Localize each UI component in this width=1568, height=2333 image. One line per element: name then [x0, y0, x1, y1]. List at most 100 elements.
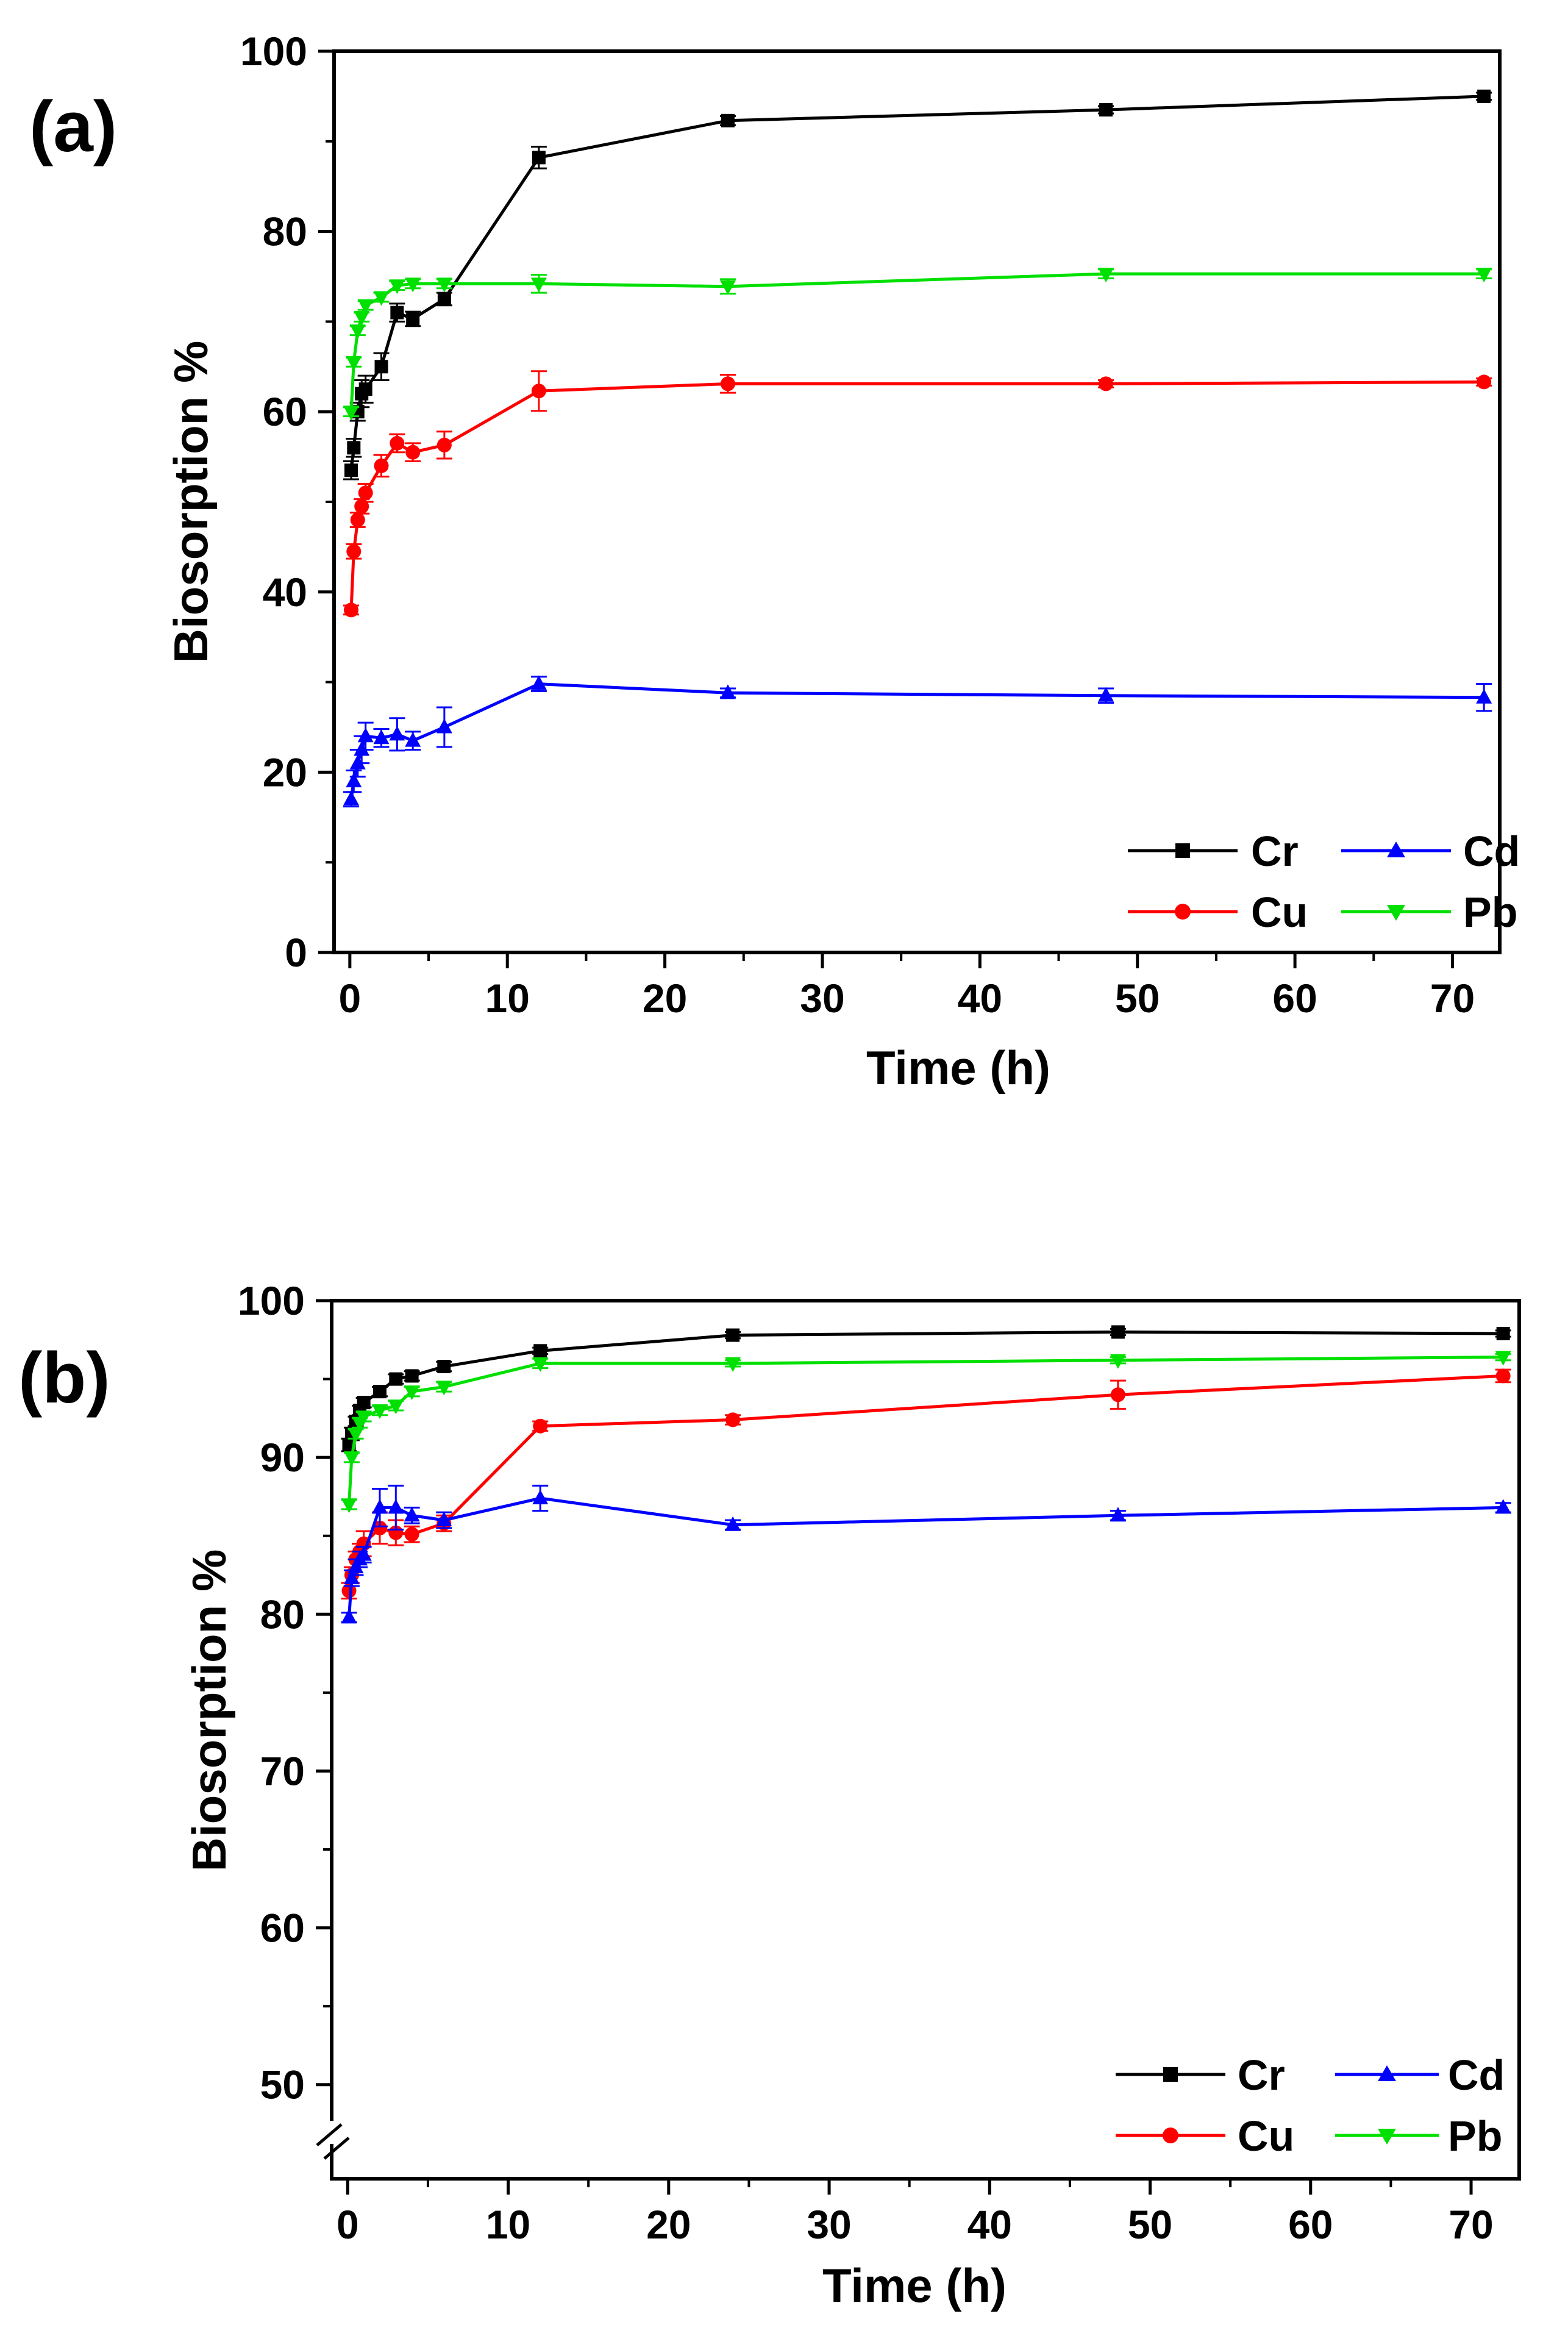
- data-point-pb-a: [1476, 268, 1492, 283]
- x-tick-label-a: 20: [643, 976, 687, 1021]
- data-point-cd-a: [719, 684, 736, 699]
- data-point-pb-a: [405, 277, 421, 293]
- panel-label-a: (a): [29, 87, 117, 167]
- y-tick-label-a: 100: [240, 29, 307, 74]
- legend-entry-cu-b: Cu: [1116, 2112, 1294, 2160]
- data-point-cu-b: [725, 1412, 741, 1427]
- x-tick-label-a: 40: [958, 976, 1002, 1021]
- series-line-cu-a: [349, 380, 1484, 610]
- data-point-cd-a: [389, 726, 405, 741]
- series-line-pb-a: [349, 272, 1484, 412]
- data-point-cd-b: [355, 1546, 372, 1561]
- data-point-cu-a: [1477, 374, 1492, 390]
- data-point-cr-b: [1496, 1327, 1510, 1340]
- data-point-cd-a: [436, 718, 452, 734]
- data-point-cr-a: [390, 305, 404, 320]
- x-tick-label-b: 20: [646, 2202, 691, 2247]
- data-point-cr-a: [437, 292, 451, 306]
- plot-frame-b: [330, 1299, 1521, 2181]
- series-line-cd-a: [349, 682, 1484, 800]
- data-point-pb-a: [343, 406, 359, 421]
- data-point-cu-a: [350, 512, 365, 527]
- data-point-cu-a: [346, 544, 362, 559]
- data-point-cd-a: [1476, 688, 1492, 704]
- series-cu-b: [341, 1368, 1511, 1600]
- data-point-pb-a: [530, 277, 547, 293]
- series-line-cr-b: [347, 1330, 1503, 1446]
- data-point-pb-b: [725, 1357, 741, 1372]
- data-point-cu-a: [405, 445, 421, 460]
- legend-label-cr-b: Cr: [1238, 2051, 1285, 2099]
- data-point-cd-a: [346, 773, 362, 788]
- data-point-cd-b: [725, 1516, 741, 1531]
- data-point-cd-b: [371, 1499, 388, 1514]
- series-group-b: [341, 1325, 1511, 1624]
- data-point-pb-b: [371, 1404, 388, 1419]
- data-point-cu-b: [1110, 1387, 1125, 1402]
- axis-break-slash-1: [316, 2123, 343, 2146]
- x-tick-label-b: 40: [968, 2202, 1012, 2247]
- x-tick-label-b: 60: [1288, 2202, 1333, 2247]
- x-tick-label-b: 0: [337, 2202, 359, 2247]
- data-point-pb-a: [373, 291, 390, 306]
- data-point-cr-a: [532, 151, 546, 165]
- data-point-cr-a: [358, 382, 372, 396]
- legend-marker-pb-b: [1378, 2129, 1396, 2145]
- data-point-pb-a: [389, 279, 405, 295]
- panel-label-b: (b): [18, 1338, 110, 1418]
- data-point-cr-b: [389, 1372, 403, 1386]
- data-point-cr-b: [357, 1396, 371, 1410]
- y-tick-label-b: 50: [260, 2062, 305, 2107]
- legend-label-cu-a: Cu: [1251, 888, 1308, 936]
- data-point-cu-a: [437, 437, 452, 452]
- data-point-pb-b: [355, 1410, 372, 1426]
- y-tick-label-b: 90: [260, 1435, 305, 1480]
- y-tick-label-a: 0: [285, 930, 307, 975]
- data-point-cu-a: [720, 376, 735, 391]
- legend-label-cd-b: Cd: [1448, 2051, 1505, 2099]
- series-pb-a: [343, 268, 1492, 421]
- x-tick-label-a: 70: [1430, 976, 1475, 1021]
- data-point-cd-a: [405, 732, 421, 747]
- data-point-cr-a: [1477, 89, 1491, 103]
- data-point-pb-b: [1495, 1351, 1511, 1366]
- legend-b: Cr Cd Cu Pb: [1116, 2051, 1505, 2160]
- series-group-a: [343, 89, 1492, 808]
- y-tick-label-a: 60: [263, 389, 307, 434]
- legend-marker-cu-a: [1175, 904, 1191, 920]
- y-axis-a: 0 20 40 60 80 100: [240, 29, 334, 975]
- data-point-cr-a: [347, 441, 361, 455]
- data-point-cu-a: [343, 602, 358, 618]
- data-point-cr-a: [1099, 103, 1113, 117]
- data-point-cr-b: [1111, 1325, 1125, 1339]
- legend-entry-pb-b: Pb: [1335, 2112, 1502, 2160]
- legend-label-cd-a: Cd: [1463, 827, 1520, 875]
- data-point-pb-b: [341, 1498, 357, 1513]
- y-tick-label-a: 20: [263, 749, 307, 795]
- panel-b: (b) 0 10 20 30 40 50 60 70 50 60 70 80 90 100 Time (…: [18, 1278, 1521, 2312]
- data-point-pb-b: [1110, 1354, 1126, 1369]
- x-tick-label-a: 0: [338, 976, 361, 1021]
- x-tick-label-a: 10: [485, 976, 530, 1021]
- data-point-cr-b: [405, 1369, 419, 1383]
- data-point-cr-a: [406, 312, 420, 326]
- data-point-pb-b: [388, 1399, 404, 1415]
- data-point-pb-b: [343, 1451, 360, 1467]
- series-pb-b: [341, 1351, 1511, 1513]
- x-tick-label-b: 10: [486, 2202, 530, 2247]
- data-point-cd-a: [354, 741, 370, 756]
- data-point-pb-a: [357, 299, 374, 314]
- legend-label-pb-a: Pb: [1463, 888, 1517, 936]
- series-cr-b: [341, 1325, 1511, 1452]
- x-tick-label-b: 50: [1128, 2202, 1172, 2247]
- legend-a: Cr Cd Cu Pb: [1128, 827, 1520, 936]
- data-point-cd-a: [343, 790, 359, 806]
- axis-break-slash-2: [323, 2137, 350, 2160]
- data-point-cu-b: [533, 1418, 548, 1434]
- data-point-pb-b: [436, 1381, 452, 1396]
- legend-entry-cd-a: Cd: [1341, 827, 1520, 875]
- legend-label-cu-b: Cu: [1238, 2112, 1294, 2160]
- data-point-cd-a: [349, 754, 366, 770]
- legend-label-cr-a: Cr: [1251, 827, 1299, 875]
- x-tick-label-a: 30: [800, 976, 844, 1021]
